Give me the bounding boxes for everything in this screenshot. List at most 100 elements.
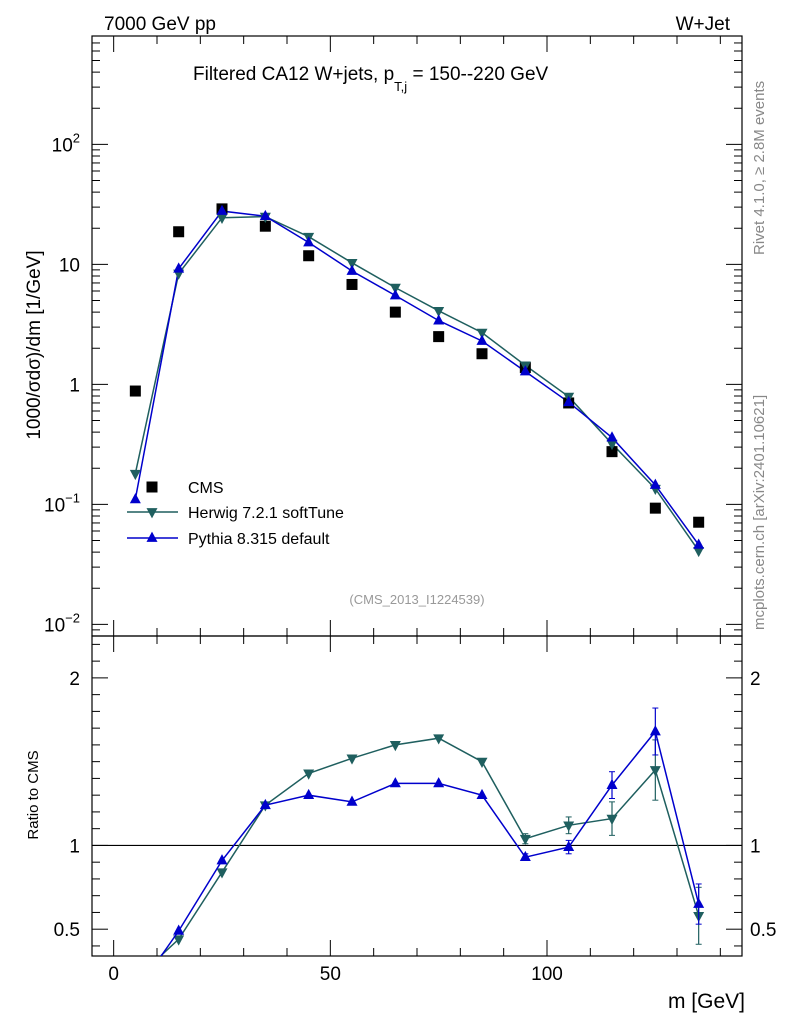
ratio-point-s2 <box>563 840 575 851</box>
data-point-s0 <box>389 306 401 318</box>
ratio-point-s1 <box>173 935 185 946</box>
x-axis-label: m [GeV] <box>668 990 745 1013</box>
y-tick-label: 10−2 <box>44 610 80 636</box>
y-tick-label: 10 <box>59 255 80 276</box>
axes-layer: 0 50 100 10−2 10−1 1 10 102 0.5 0.5 1 1 2 2 <box>44 35 776 985</box>
data-point-s1 <box>606 439 618 451</box>
ratio-point-s2 <box>346 795 358 806</box>
data-point-s1 <box>476 328 488 339</box>
data-point-s2 <box>259 209 271 221</box>
data-point-s2 <box>649 478 661 489</box>
legend-label-1: Herwig 7.2.1 softTune <box>188 505 344 522</box>
x-tick-label: 100 <box>531 964 563 985</box>
chart-title-main: Filtered CA12 W+jets, p <box>193 64 394 85</box>
data-point-s2 <box>606 431 618 442</box>
data-point-s2 <box>693 538 705 549</box>
data-point-s2 <box>216 204 228 215</box>
x-tick-label: 50 <box>320 964 341 985</box>
data-point-s0 <box>346 278 358 290</box>
ratio-point-s2 <box>173 924 185 935</box>
data-point-s1 <box>346 258 358 270</box>
ratio-tick-label-left: 2 <box>69 669 80 690</box>
data-point-s1 <box>129 469 141 481</box>
ratio-point-s2 <box>433 777 445 788</box>
x-tick-label: 0 <box>108 964 119 985</box>
data-point-s2 <box>389 289 401 300</box>
chart-title-sub: T,j <box>394 79 407 94</box>
side-label-bottom: mcplots.cern.ch [arXiv:2401.10621] <box>751 395 768 630</box>
chart-title-rest: = 150--220 GeV <box>407 64 548 85</box>
data-point-s0 <box>129 385 141 397</box>
y-axis-label: 1000/σdσ)/dm [1/GeV] <box>24 250 45 439</box>
data-point-s2 <box>173 262 185 273</box>
ratio-point-s1 <box>346 754 358 765</box>
y-axis-label-part2: dσ)/dm [1/GeV] <box>24 250 45 380</box>
ratio-point-s1 <box>649 766 661 777</box>
ratio-panel-frame <box>91 635 743 957</box>
legend-marker-0 <box>146 481 158 493</box>
data-point-s2 <box>563 395 575 407</box>
header-right: W+Jet <box>676 14 731 35</box>
ratio-point-s1 <box>563 821 575 832</box>
ratio-point-s2 <box>259 798 271 810</box>
ratio-point-s2 <box>606 778 618 789</box>
ratio-point-s1 <box>433 734 445 745</box>
ratio-point-s1 <box>303 769 315 780</box>
ratio-point-s1 <box>519 834 531 846</box>
ratio-panel-data <box>130 707 705 997</box>
ratio-point-s2 <box>693 897 705 908</box>
data-point-s2 <box>433 314 445 325</box>
main-panel-data <box>129 203 705 558</box>
legend-label-2: Pythia 8.315 default <box>188 531 330 548</box>
chart-title: Filtered CA12 W+jets, pT,j = 150--220 Ge… <box>193 64 549 94</box>
analysis-id: (CMS_2013_I1224539) <box>349 592 484 607</box>
data-point-s0 <box>173 226 185 238</box>
y-axis-label-part1: 1000/σ <box>24 380 45 440</box>
data-point-s2 <box>129 493 141 504</box>
y-tick-label: 1 <box>69 375 80 396</box>
data-point-s2 <box>519 365 531 376</box>
data-point-s2 <box>303 236 315 247</box>
legend-label-0: CMS <box>188 480 224 497</box>
side-label-top: Rivet 4.1.0, ≥ 2.8M events <box>751 81 768 255</box>
ratio-point-s2 <box>130 987 141 997</box>
series-line-2 <box>134 210 700 546</box>
ratio-point-s1 <box>389 741 401 752</box>
ratio-tick-label-left: 1 <box>69 836 80 857</box>
ratio-point-s2 <box>476 788 488 800</box>
ratio-tick-label-left: 0.5 <box>54 920 80 941</box>
data-point-s0 <box>259 220 271 232</box>
data-point-s0 <box>476 348 488 360</box>
ratio-point-s1 <box>476 757 488 768</box>
ratio-tick-label-right: 2 <box>750 669 761 690</box>
ratio-point-s2 <box>216 854 228 865</box>
ratio-point-s2 <box>519 850 531 862</box>
data-point-s2 <box>346 264 358 275</box>
ratio-tick-label-right: 1 <box>750 836 761 857</box>
legend: CMS Herwig 7.2.1 softTune Pythia 8.315 def… <box>127 480 344 548</box>
y-tick-label: 102 <box>52 130 80 156</box>
ratio-point-s1 <box>130 976 141 986</box>
data-point-s2 <box>476 334 488 345</box>
ratio-tick-label-right: 0.5 <box>750 920 776 941</box>
data-point-s1 <box>389 283 401 294</box>
series-line-1 <box>134 215 700 552</box>
data-point-s0 <box>649 502 661 514</box>
ratio-point-s2 <box>389 777 401 788</box>
data-point-s1 <box>216 213 228 224</box>
data-point-s0 <box>606 446 618 458</box>
ratio-line-2 <box>160 729 700 956</box>
header-left: 7000 GeV pp <box>104 14 216 35</box>
legend-marker-1 <box>146 508 158 519</box>
ratio-line-1 <box>159 737 700 956</box>
data-point-s1 <box>433 306 445 318</box>
y-tick-label: 10−1 <box>44 490 80 516</box>
data-point-s0 <box>693 516 705 528</box>
legend-marker-2 <box>146 531 158 542</box>
data-point-s0 <box>303 250 315 262</box>
ratio-point-s2 <box>303 788 315 800</box>
ratio-point-s2 <box>649 725 661 736</box>
ratio-point-s1 <box>606 814 618 825</box>
ratio-point-s1 <box>216 868 228 879</box>
